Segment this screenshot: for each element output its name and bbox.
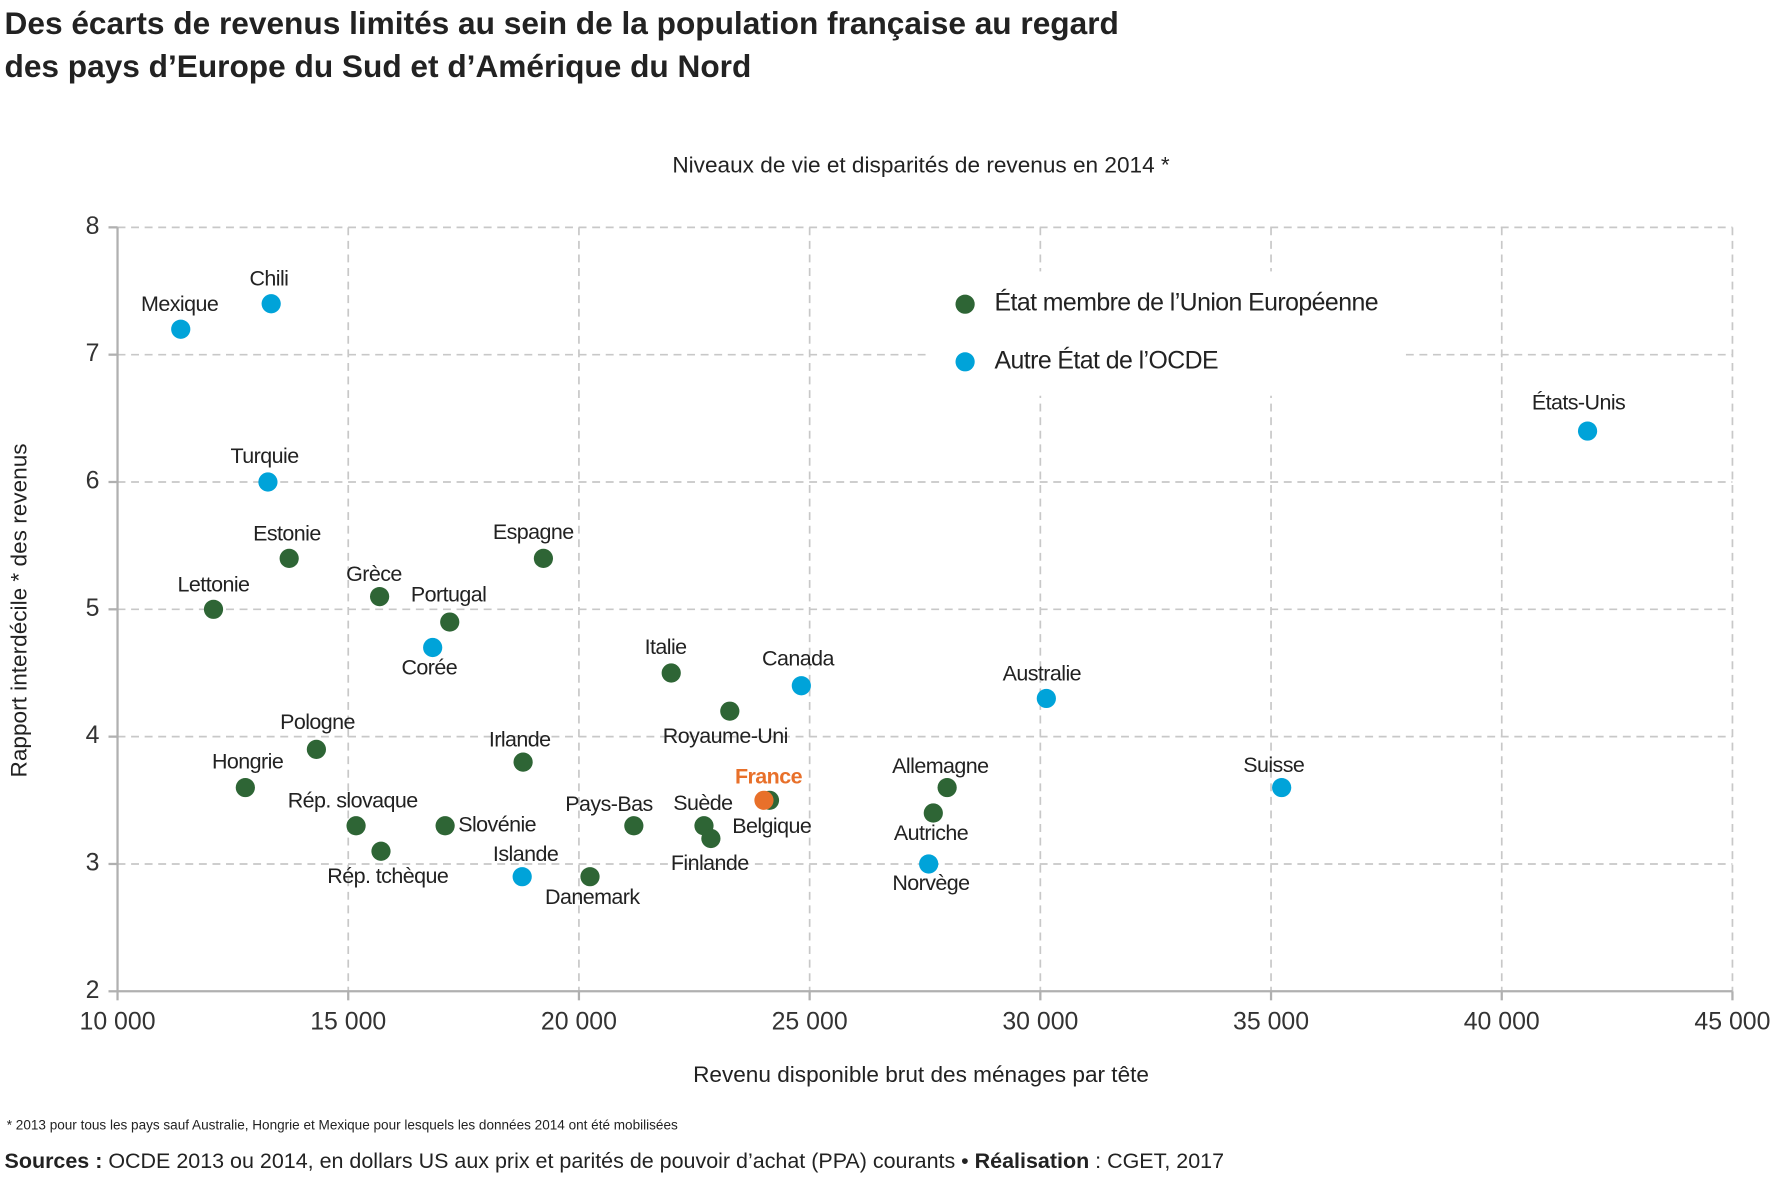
point-label: Slovénie [458,812,536,836]
point [754,790,774,810]
legend-box [928,271,1406,396]
point-label: Autriche [894,821,968,845]
y-tick-label: 5 [86,594,100,622]
point [279,548,299,568]
point-label: Irlande [489,727,551,751]
y-tick-label: 4 [86,721,100,749]
point [701,828,721,849]
point-label: Italie [645,635,687,659]
source-part: OCDE 2013 ou 2014, en dollars US aux pri… [102,1149,974,1173]
point-label: États-Unis [1532,390,1625,415]
point-label: Portugal [411,583,486,607]
x-tick-label: 25 000 [772,1008,848,1036]
source-part: Sources : [5,1149,103,1173]
point-label: Royaume-Uni [663,724,788,748]
point-label: Lettonie [178,572,250,596]
point-label: Pologne [280,710,355,734]
legend-marker [955,294,975,314]
x-tick-label: 35 000 [1233,1008,1309,1036]
point [923,803,943,823]
point [423,637,443,658]
point [258,472,278,492]
legend-label: Autre État de l’OCDE [994,345,1218,374]
point [512,867,532,887]
point-label: Espagne [493,520,574,544]
point-label: Estonie [253,521,321,545]
point-label: Rép. tchèque [327,864,448,888]
x-tick-label: 30 000 [1002,1008,1078,1036]
y-tick-label: 8 [86,212,100,240]
point [1577,421,1598,441]
point [1036,688,1056,709]
source-part: Réalisation [975,1149,1090,1173]
chart-subtitle: Niveaux de vie et disparités de revenus … [672,152,1170,177]
x-tick-label: 15 000 [310,1008,386,1036]
y-tick-label: 6 [86,467,100,495]
point [533,548,554,568]
point [261,294,281,314]
point-label: Rép. slovaque [288,789,418,813]
legend-marker [955,352,975,372]
point-label: Canada [762,646,834,670]
point [171,319,191,339]
point [720,701,740,721]
point [203,599,224,619]
chart-title: des pays d’Europe du Sud et d’Amérique d… [5,48,752,84]
point-label: Grèce [346,562,402,586]
point-label: Finlande [671,851,749,875]
point [791,676,811,696]
point [1272,777,1292,798]
y-axis-label: Rapport interdécile * des revenus [6,443,31,777]
point [440,612,460,632]
point [661,663,681,683]
legend-label: État membre de l’Union Européenne [994,288,1377,317]
source-part: : CGET, 2017 [1089,1149,1224,1173]
x-tick-label: 20 000 [541,1008,617,1036]
point-label: France [735,764,803,788]
point-label: Turquie [231,444,299,468]
point-label: Corée [401,656,457,680]
point-label: Norvège [892,871,969,895]
chart-title: Des écarts de revenus limités au sein de… [5,5,1119,41]
point-label: Suisse [1243,753,1304,777]
point-label: Danemark [545,885,640,909]
point [624,816,644,836]
point [513,752,533,772]
y-tick-label: 3 [86,849,100,877]
point-label: Pays-Bas [565,792,652,816]
point-label: Hongrie [212,749,283,773]
point [235,777,255,798]
point [306,739,327,759]
x-axis-label: Revenu disponible brut des ménages par t… [693,1062,1149,1087]
point-label: Mexique [141,292,218,316]
x-tick-label: 10 000 [80,1008,156,1036]
point [370,586,390,607]
source: Sources : OCDE 2013 ou 2014, en dollars … [5,1149,1225,1173]
x-tick-label: 45 000 [1694,1008,1770,1036]
point [371,841,391,861]
point-label: Australie [1003,661,1081,685]
point-label: Belgique [732,814,811,838]
point-label: Chili [249,267,288,291]
point [580,867,600,887]
point [435,816,455,836]
point [937,777,957,798]
y-tick-label: 7 [86,339,100,367]
y-tick-label: 2 [86,976,100,1004]
point-label: Suède [673,791,732,815]
point [346,816,366,836]
point-label: Islande [493,842,558,866]
x-tick-label: 40 000 [1464,1008,1540,1036]
footnote: * 2013 pour tous les pays sauf Australie… [7,1117,678,1132]
point-label: Allemagne [892,754,988,778]
point [919,854,939,874]
